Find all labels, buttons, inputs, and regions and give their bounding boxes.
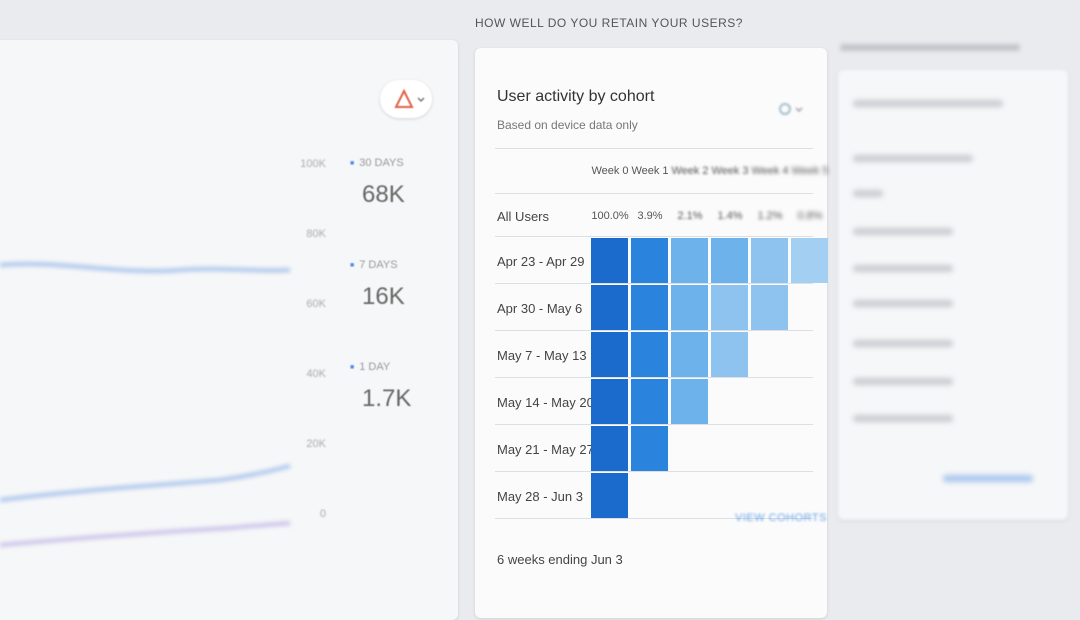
cohort-row-label: Apr 23 - Apr 29 [497,254,585,269]
cohort-cell [591,426,628,471]
cohort-cell [751,285,788,330]
divider [495,518,813,519]
card-footer: 6 weeks ending Jun 3 [497,552,623,567]
y-tick-label: 60K [306,298,326,310]
card-menu[interactable] [776,98,806,120]
divider [495,330,813,331]
cohort-cell [671,285,708,330]
divider [495,236,813,237]
cohort-cell [631,238,668,283]
card-title: User activity by cohort [497,88,655,105]
cohort-row-label: May 7 - May 13 [497,348,587,363]
cohort-cell [631,426,668,471]
divider [495,148,813,149]
right-heading [840,44,1020,51]
metric-label: 1 DAY [350,361,390,373]
column-header: Week 0 [591,165,629,177]
all-users-value: 1.2% [757,210,783,222]
all-users-value: 2.1% [677,210,703,222]
y-tick-label: 0 [319,508,326,520]
cohort-row-label: May 28 - Jun 3 [497,489,583,504]
all-users-value: 3.9% [637,210,663,222]
view-cohorts-link[interactable]: VIEW COHORTS [735,512,827,524]
cohort-cell [751,238,788,283]
cohort-row-label: May 21 - May 27 [497,442,594,457]
cohort-cell [591,379,628,424]
cohort-row-label: Apr 30 - May 6 [497,301,583,316]
metric-label: 7 DAYS [350,259,397,271]
alert-button[interactable] [380,80,432,118]
column-header: Week 3 [711,165,749,177]
divider [495,424,813,425]
column-header: Week 2 [671,165,709,177]
cohort-cell [711,332,748,377]
cohort-row-label: May 14 - May 20 [497,395,594,410]
y-tick-label: 20K [306,438,326,450]
left-panel [0,40,458,620]
metric-label: 30 DAYS [350,157,403,169]
cohort-cell [671,379,708,424]
right-panel [838,70,1068,520]
all-users-label: All Users [497,209,550,224]
cohort-cell [791,238,828,283]
divider [495,471,813,472]
section-title: HOW WELL DO YOU RETAIN YOUR USERS? [475,16,743,30]
cohort-cell [711,238,748,283]
card-menu-icon [779,103,803,115]
metric-value: 16K [362,283,405,310]
card-subtitle: Based on device data only [497,118,638,132]
cohort-cell [671,332,708,377]
divider [495,283,813,284]
y-tick-label: 100K [300,158,326,170]
cohort-cell [631,285,668,330]
cohort-cell [631,332,668,377]
trend-lines [0,261,291,547]
y-tick-label: 40K [306,368,326,380]
cohort-cell [591,285,628,330]
divider [495,193,813,194]
y-tick-label: 80K [306,228,326,240]
cohort-cell [711,285,748,330]
column-header: Week 5 [791,165,829,177]
cohort-cell [591,332,628,377]
metric-value: 68K [362,181,405,208]
column-header: Week 4 [751,165,789,177]
alert-icon [394,88,425,108]
all-users-value: 0.8% [797,210,823,222]
cohort-cell [671,238,708,283]
all-users-value: 100.0% [591,210,629,222]
all-users-value: 1.4% [717,210,743,222]
cohort-cell [631,379,668,424]
divider [495,377,813,378]
column-header: Week 1 [631,165,669,177]
metric-value: 1.7K [362,385,412,412]
cohort-cell [591,473,628,518]
cohort-cell [591,238,628,283]
